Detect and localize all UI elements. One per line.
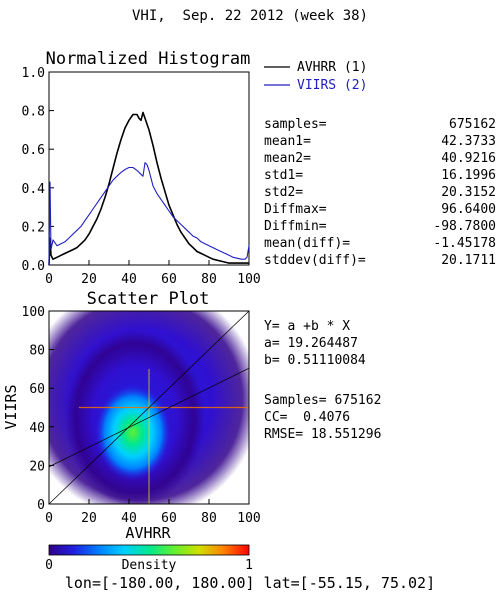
- density-stripes: [79, 368, 249, 504]
- density-core: [95, 384, 171, 481]
- stat-label: Diffmin=: [264, 219, 327, 234]
- histogram-y-tick-label: 0.2: [22, 220, 45, 235]
- scatter-correlation: CC= 0.4076: [264, 410, 351, 425]
- histogram-x-tick-label: 0: [45, 272, 53, 287]
- one-to-one-line: [49, 311, 249, 504]
- scatter-x-tick-label: 100: [237, 511, 260, 526]
- stat-row: samples= 675162: [264, 117, 496, 133]
- histogram-x-tick-label: 100: [237, 272, 260, 287]
- regression-equation: Y= a +b * X: [264, 319, 351, 334]
- stat-value: 20.1711: [441, 253, 496, 268]
- histogram-legend: AVHRR (1) VIIRS (2): [264, 60, 367, 93]
- histogram-x-tick-label: 60: [161, 272, 177, 287]
- scatter-y-tick-label: 80: [29, 344, 45, 359]
- scatter-title: Scatter Plot: [87, 289, 210, 309]
- histogram-x-tick-label: 20: [81, 272, 97, 287]
- colorbar-title: Density: [122, 558, 177, 573]
- histogram-line-avhrr: [48, 111, 249, 266]
- histogram-x-tick-label: 80: [201, 272, 217, 287]
- stat-row: std2= 20.3152: [264, 185, 496, 201]
- histogram-y-tick-label: 0.8: [22, 105, 45, 120]
- stat-value: 40.9216: [441, 151, 496, 166]
- regression-line: [49, 367, 249, 468]
- stat-row: stddev(diff)= 20.1711: [264, 253, 496, 269]
- stat-label: mean1=: [264, 134, 311, 149]
- histogram-y-tick-label: 0.0: [22, 259, 45, 274]
- stat-label: std2=: [264, 185, 304, 200]
- stat-row: std1= 16.1996: [264, 168, 496, 184]
- scatter-y-axis: 0 20 40 60 80 100: [22, 305, 54, 513]
- scatter-x-axis: 0 20 40 60 80 100: [45, 499, 261, 526]
- scatter-x-tick-label: 0: [45, 511, 53, 526]
- scatter-x-tick-label: 40: [121, 511, 137, 526]
- stat-row: mean(diff)= -1.45178: [264, 236, 496, 252]
- coverage-footer: lon=[-180.00, 180.00] lat=[-55.15, 75.02…: [64, 574, 436, 592]
- histogram-title: Normalized Histogram: [46, 49, 251, 69]
- colorbar-max-label: 1: [245, 558, 253, 573]
- scatter-y-tick-label: 60: [29, 382, 45, 397]
- scatter-y-tick-label: 40: [29, 421, 45, 436]
- scatter-panel: Scatter Plot 0 20 40 60 80 100 0 20 40 60 80 100 A…: [2, 289, 261, 542]
- histogram-x-tick-label: 40: [121, 272, 137, 287]
- page-title: VHI, Sep. 22 2012 (week 38): [131, 8, 368, 24]
- scatter-plot-area: [48, 310, 250, 505]
- legend-label-avhrr: AVHRR (1): [297, 60, 367, 75]
- stat-label: Diffmax=: [264, 202, 327, 217]
- colorbar-min-label: 0: [45, 558, 53, 573]
- regression-b-value: b= 0.51110084: [264, 353, 366, 368]
- stat-label: mean2=: [264, 151, 311, 166]
- stat-value: -1.45178: [433, 236, 496, 251]
- stat-row: Diffmin= -98.7800: [264, 219, 496, 235]
- regression-a-value: a= 19.264487: [264, 336, 358, 351]
- histogram-y-tick-label: 1.0: [22, 66, 45, 81]
- histogram-y-tick-label: 0.6: [22, 143, 45, 158]
- scatter-x-tick-label: 80: [201, 511, 217, 526]
- stat-value: -98.7800: [433, 219, 496, 234]
- histogram-y-axis: 0.0 0.2 0.4 0.6 0.8 1.0: [22, 66, 54, 274]
- histogram-panel: Normalized Histogram 0 20 40 60 80 100 0.0 0.2…: [22, 49, 261, 287]
- histogram-y-tick-label: 0.4: [22, 182, 46, 197]
- scatter-y-tick-label: 20: [29, 459, 45, 474]
- scatter-x-tick-label: 60: [161, 511, 177, 526]
- stat-row: mean2= 40.9216: [264, 151, 496, 167]
- stat-value: 96.6400: [441, 202, 496, 217]
- stat-value: 20.3152: [441, 185, 496, 200]
- scatter-y-tick-label: 0: [37, 498, 45, 513]
- histogram-plot-area: [48, 71, 250, 266]
- scatter-rmse: RMSE= 18.551296: [264, 427, 382, 442]
- scatter-density-field: [49, 311, 249, 504]
- histogram-line-viirs: [48, 162, 250, 266]
- histogram-series-group: [48, 111, 250, 266]
- colorbar: 0 Density 1: [45, 544, 253, 573]
- stat-label: samples=: [264, 117, 327, 132]
- stat-label: mean(diff)=: [264, 236, 351, 251]
- stat-value: 16.1996: [441, 168, 496, 183]
- legend-label-viirs: VIIRS (2): [297, 78, 367, 93]
- scatter-y-label: VIIRS: [2, 384, 20, 429]
- scatter-x-label: AVHRR: [125, 524, 171, 542]
- scatter-samples: Samples= 675162: [264, 393, 382, 408]
- colorbar-gradient: [48, 544, 250, 556]
- scatter-x-tick-label: 20: [81, 511, 97, 526]
- stat-value: 42.3733: [441, 134, 496, 149]
- stat-label: stddev(diff)=: [264, 253, 366, 268]
- scatter-y-tick-label: 100: [22, 305, 45, 320]
- stat-row: mean1= 42.3733: [264, 134, 496, 150]
- histogram-x-axis: 0 20 40 60 80 100: [45, 260, 261, 287]
- stat-value: 675162: [449, 117, 496, 132]
- stat-label: std1=: [264, 168, 304, 183]
- stat-row: Diffmax= 96.6400: [264, 202, 496, 218]
